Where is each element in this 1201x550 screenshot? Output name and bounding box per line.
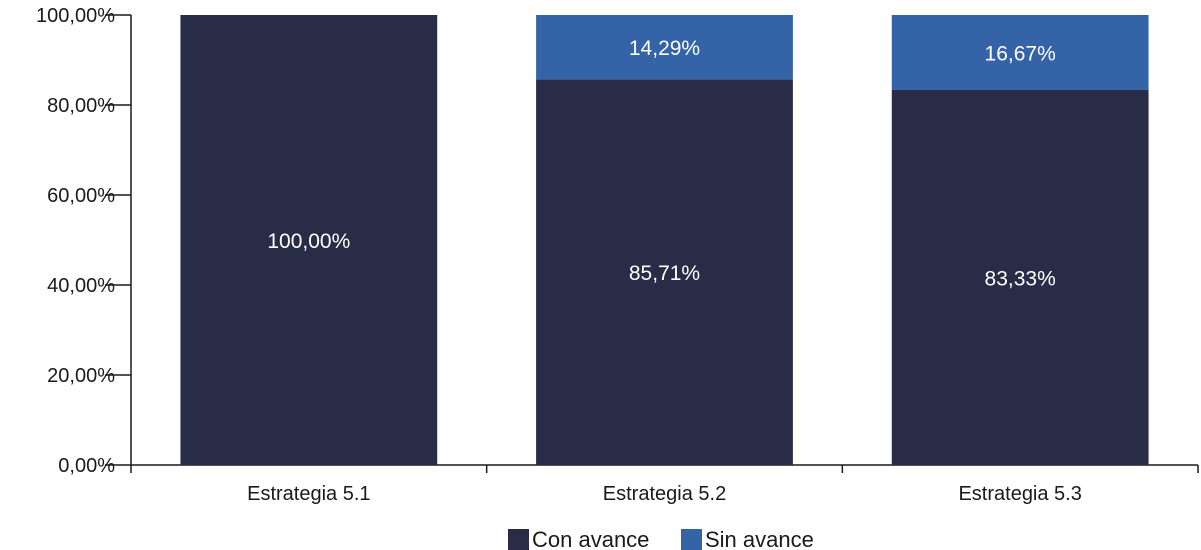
bars: 100,00% 85,71% 14,29% 83,33% 16,67% bbox=[180, 15, 1149, 466]
legend-swatch bbox=[681, 529, 702, 550]
y-axis: 0,00% 20,00% 40,00% 60,00% 80,00% 100,00% bbox=[36, 5, 132, 477]
y-tick-label: 60,00% bbox=[47, 185, 115, 207]
x-category-label: Estrategia 5.1 bbox=[247, 483, 370, 505]
bar-data-label: 85,71% bbox=[629, 262, 700, 285]
bar-segment-con-avance bbox=[180, 15, 438, 465]
bar-data-label: 83,33% bbox=[985, 268, 1056, 291]
y-tick-label: 20,00% bbox=[47, 365, 115, 387]
legend-swatch bbox=[508, 529, 529, 550]
y-tick-label: 0,00% bbox=[58, 455, 115, 477]
bar-segment-con-avance bbox=[536, 79, 793, 466]
bar-segment-sin-avance bbox=[891, 15, 1149, 91]
bar-data-label: 14,29% bbox=[629, 37, 700, 60]
x-axis: Estrategia 5.1 Estrategia 5.2 Estrategia 5… bbox=[130, 464, 1199, 505]
y-tick-label: 40,00% bbox=[47, 275, 115, 297]
bar-segment-con-avance bbox=[891, 90, 1149, 465]
legend-label: Con avance bbox=[532, 527, 649, 550]
y-tick-label: 100,00% bbox=[36, 5, 115, 27]
x-category-label: Estrategia 5.3 bbox=[958, 483, 1081, 505]
legend-label: Sin avance bbox=[705, 527, 814, 550]
y-tick-label: 80,00% bbox=[47, 95, 115, 117]
bar-data-label: 16,67% bbox=[985, 43, 1056, 66]
legend: Con avance Sin avance bbox=[508, 527, 814, 550]
bar-data-label: 100,00% bbox=[267, 230, 350, 253]
x-category-label: Estrategia 5.2 bbox=[603, 483, 726, 505]
bar-segment-sin-avance bbox=[536, 15, 793, 80]
